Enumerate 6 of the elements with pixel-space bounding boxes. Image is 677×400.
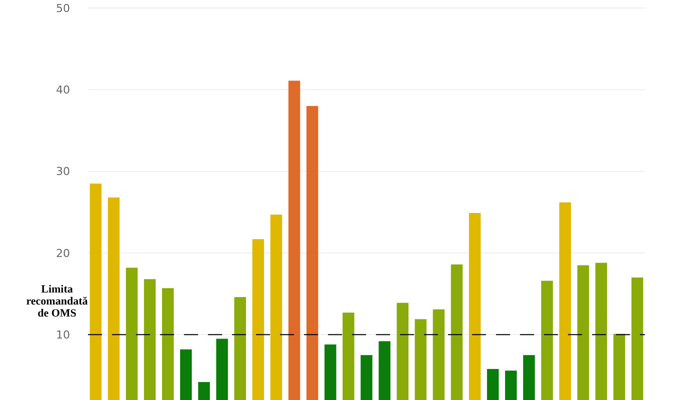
y-tick-label: 50 xyxy=(56,2,70,15)
y-tick-label: 40 xyxy=(56,84,70,97)
y-tick-label: 30 xyxy=(56,165,70,178)
y-tick-label: 10 xyxy=(56,328,70,342)
y-tick-label: 20 xyxy=(56,246,70,260)
ref-line-label: Limita recomandată de OMS xyxy=(26,284,88,320)
